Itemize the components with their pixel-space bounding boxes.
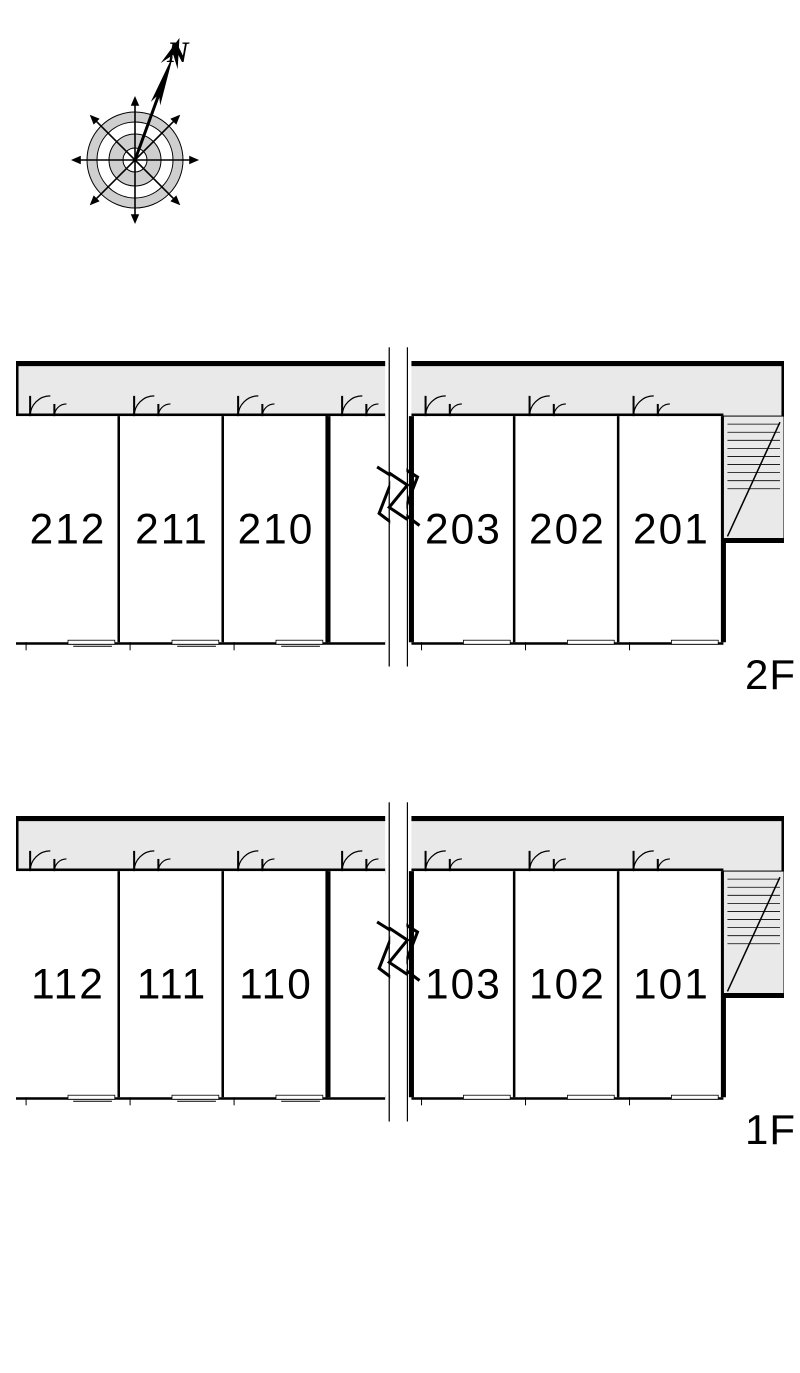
svg-text:112: 112 xyxy=(31,960,105,1007)
floor-plan: 112 111 110 103 102 101 xyxy=(16,800,784,1141)
svg-text:212: 212 xyxy=(30,505,107,552)
svg-text:102: 102 xyxy=(529,960,606,1007)
svg-text:101: 101 xyxy=(633,960,710,1007)
svg-text:210: 210 xyxy=(238,505,315,552)
svg-text:211: 211 xyxy=(135,505,209,552)
compass-label: N xyxy=(166,36,190,69)
svg-text:201: 201 xyxy=(633,505,710,552)
floor-label: 2F xyxy=(745,651,796,699)
svg-text:203: 203 xyxy=(425,505,502,552)
compass: N xyxy=(55,20,215,240)
svg-text:111: 111 xyxy=(137,960,207,1007)
svg-text:103: 103 xyxy=(425,960,502,1007)
svg-text:202: 202 xyxy=(529,505,606,552)
floor-label: 1F xyxy=(745,1106,796,1154)
floor-plan: 212 211 210 203 202 201 xyxy=(16,345,784,686)
svg-text:110: 110 xyxy=(239,960,313,1007)
